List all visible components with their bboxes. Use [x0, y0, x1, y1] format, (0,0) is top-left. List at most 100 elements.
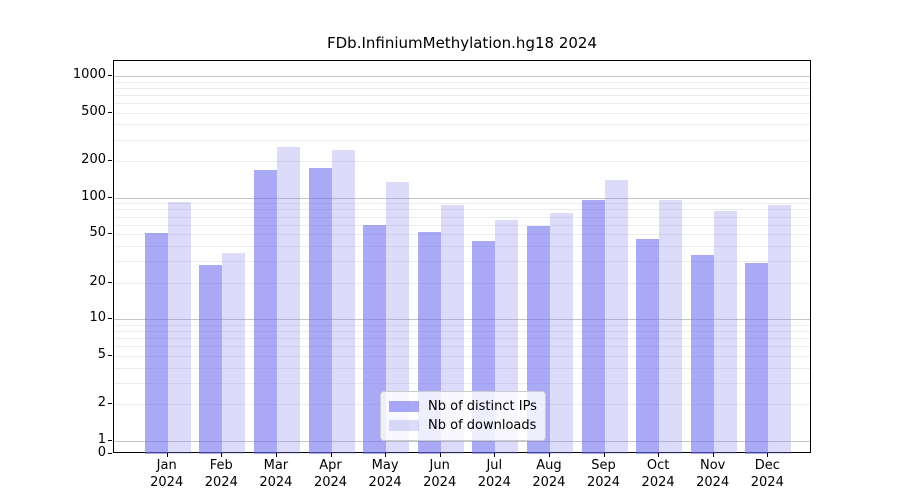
y-tick-label: 20 [89, 273, 106, 289]
y-tick-label: 50 [89, 225, 106, 241]
bar-nb-of-downloads [713, 210, 737, 454]
bar-nb-of-downloads [549, 212, 573, 454]
gridline-minor [114, 382, 810, 384]
x-tick-label: Apr 2024 [313, 458, 348, 490]
x-tick-label: Jun 2024 [423, 458, 457, 490]
gridline-minor [114, 139, 810, 141]
gridline-major [114, 197, 810, 199]
x-tick-mark [275, 453, 277, 457]
x-tick-mark [166, 453, 168, 457]
y-tick-mark [108, 403, 112, 405]
legend-swatch [389, 420, 419, 431]
bar-nb-of-distinct-ips [690, 254, 714, 454]
chart-title: FDb.InfiniumMethylation.hg18 2024 [327, 34, 597, 52]
bar-nb-of-downloads [276, 147, 300, 454]
y-tick-mark [108, 111, 112, 113]
x-tick-mark [494, 453, 496, 457]
y-tick-mark [108, 196, 112, 198]
bar-nb-of-distinct-ips [199, 264, 223, 454]
x-tick-mark [221, 453, 223, 457]
bar-nb-of-downloads [768, 205, 792, 454]
gridline-minor [114, 346, 810, 348]
gridline-minor [114, 209, 810, 211]
bar-nb-of-downloads [222, 253, 246, 454]
y-tick-mark [108, 75, 112, 77]
legend-label: Nb of distinct IPs [428, 399, 537, 414]
x-tick-mark [548, 453, 550, 457]
y-tick-label: 1000 [72, 67, 106, 83]
legend-row: Nb of downloads [389, 416, 537, 435]
y-tick-label: 5 [97, 346, 106, 362]
y-tick-mark [108, 453, 112, 454]
x-tick-mark [385, 453, 387, 457]
y-tick-mark [108, 440, 112, 442]
bar-nb-of-downloads [604, 179, 628, 454]
gridline-minor [114, 282, 810, 284]
bar-nb-of-downloads [386, 181, 410, 454]
gridline-minor [114, 94, 810, 96]
bar-nb-of-distinct-ips [253, 169, 277, 454]
gridline-minor [114, 87, 810, 89]
legend-label: Nb of downloads [428, 418, 537, 433]
x-tick-mark [712, 453, 714, 457]
gridline-minor [114, 203, 810, 205]
x-tick-mark [330, 453, 332, 457]
x-tick-label: Jan 2024 [150, 458, 184, 490]
gridline-minor [114, 161, 810, 163]
x-tick-label: Sep 2024 [586, 458, 621, 490]
y-tick-label: 200 [81, 152, 106, 168]
gridline-minor [114, 338, 810, 340]
gridline-minor [114, 112, 810, 114]
gridline-major [114, 319, 810, 321]
x-tick-label: Jul 2024 [477, 458, 511, 490]
x-tick-label: Nov 2024 [696, 458, 730, 490]
gridline-minor [114, 216, 810, 218]
y-tick-mark [108, 160, 112, 162]
y-tick-label: 500 [81, 103, 106, 119]
gridline-minor [114, 224, 810, 226]
x-tick-mark [767, 453, 769, 457]
gridline-minor [114, 261, 810, 263]
gridline-minor [114, 103, 810, 105]
gridline-minor [114, 324, 810, 326]
bar-nb-of-distinct-ips [308, 168, 332, 454]
x-tick-label: Oct 2024 [641, 458, 675, 490]
bar-nb-of-distinct-ips [745, 263, 769, 454]
y-tick-label: 1 [97, 432, 106, 448]
gridline-minor [114, 124, 810, 126]
gridline-minor [114, 234, 810, 236]
x-tick-label: May 2024 [368, 458, 402, 490]
legend-row: Nb of distinct IPs [389, 397, 537, 416]
gridline-major [114, 441, 810, 443]
y-tick-label: 100 [81, 188, 106, 204]
y-tick-label: 2 [97, 395, 106, 411]
bar-nb-of-downloads [659, 200, 683, 454]
gridline-minor [114, 331, 810, 333]
gridline-major [114, 76, 810, 78]
x-tick-mark [658, 453, 660, 457]
x-tick-label: Mar 2024 [259, 458, 293, 490]
y-tick-label: 10 [89, 310, 106, 326]
bar-nb-of-distinct-ips [636, 238, 660, 454]
gridline-minor [114, 367, 810, 369]
gridline-minor [114, 81, 810, 83]
x-tick-label: Dec 2024 [750, 458, 784, 490]
y-tick-mark [108, 281, 112, 283]
gridline-minor [114, 246, 810, 248]
legend: Nb of distinct IPs Nb of downloads [380, 391, 546, 441]
bar-nb-of-distinct-ips [144, 233, 168, 454]
gridline-minor [114, 355, 810, 357]
y-tick-mark [108, 354, 112, 356]
legend-swatch [389, 401, 419, 412]
y-tick-label: 0 [97, 445, 106, 460]
x-tick-label: Feb 2024 [204, 458, 238, 490]
bar-nb-of-distinct-ips [581, 200, 605, 454]
y-tick-mark [108, 233, 112, 235]
x-tick-label: Aug 2024 [532, 458, 566, 490]
bar-nb-of-downloads [331, 150, 355, 454]
x-tick-mark [439, 453, 441, 457]
x-tick-mark [603, 453, 605, 457]
bar-nb-of-downloads [167, 201, 191, 454]
y-tick-mark [108, 318, 112, 320]
